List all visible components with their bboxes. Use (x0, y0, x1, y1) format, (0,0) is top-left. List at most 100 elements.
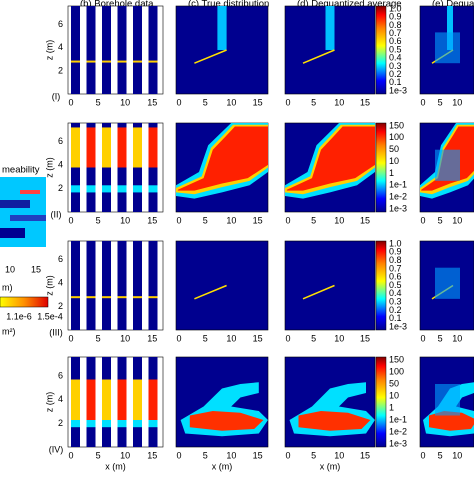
colorbar-tick-label: 0.7 (389, 263, 402, 273)
borehole-segment (102, 185, 111, 193)
background (67, 5, 164, 95)
x-tick-label: 5 (438, 333, 443, 343)
background (67, 356, 164, 448)
colorbar-tick-label: 1 (389, 168, 394, 178)
noise (435, 149, 460, 181)
colorbar-tick-label: 150 (389, 120, 404, 130)
colorbar-tick-label: 0.2 (389, 69, 402, 79)
x-tick-label: 5 (438, 450, 443, 460)
borehole-segment (102, 60, 111, 63)
noise (435, 384, 460, 416)
z-label: z (m) (44, 392, 54, 413)
streak (194, 49, 227, 64)
x-tick-label: 0 (68, 333, 73, 343)
panel (175, 240, 269, 331)
left-x-tick: 15 (31, 264, 41, 274)
x-label: x (m) (320, 461, 341, 471)
panel (419, 5, 474, 95)
streak (194, 284, 227, 300)
borehole-segment (117, 420, 127, 428)
background (67, 240, 164, 331)
colorbar-tick-label: 1e-3 (389, 438, 407, 448)
x-tick-label: 15 (253, 333, 263, 343)
row-label: (I) (52, 91, 61, 101)
colorbar (375, 240, 387, 331)
borehole-segment (133, 60, 142, 63)
row-label: (IV) (49, 444, 64, 454)
colorbar-tick-label: 10 (389, 156, 399, 166)
x-label: x (m) (212, 461, 233, 471)
borehole-segment (86, 127, 96, 168)
x-tick-label: 10 (120, 333, 130, 343)
x-label: x (m) (105, 461, 126, 471)
z-tick-label: 2 (58, 183, 63, 193)
x-tick-label: 15 (147, 97, 157, 107)
borehole (102, 6, 111, 94)
x-tick-label: 0 (285, 333, 290, 343)
borehole (71, 6, 80, 94)
colorbar-tick-label: 0.7 (389, 28, 402, 38)
z-tick-label: 4 (58, 278, 63, 288)
z-tick-label: 2 (58, 418, 63, 428)
streak (325, 6, 335, 50)
x-tick-label: 0 (68, 215, 73, 225)
background (284, 240, 376, 331)
region (286, 126, 375, 191)
colorbar-tick-label: 100 (389, 366, 404, 376)
left-bar-label: 1.1e-6 (6, 311, 32, 321)
borehole (148, 6, 158, 94)
x-tick-label: 5 (203, 333, 208, 343)
panel (284, 122, 376, 213)
panel-title: (e) Dequantized (432, 0, 474, 10)
borehole-segment (148, 60, 158, 63)
colorbar-tick-label: 1e-1 (389, 180, 407, 190)
x-tick-label: 10 (120, 215, 130, 225)
x-tick-label: 0 (176, 450, 181, 460)
borehole (117, 6, 127, 94)
colorbar-tick-label: 0.1 (389, 313, 402, 323)
colorbar-tick-label: 1 (389, 402, 394, 412)
z-label: z (m) (44, 157, 54, 178)
colorbar-tick-label: 150 (389, 354, 404, 364)
left-x-unit: m) (2, 282, 13, 292)
colorbar-tick-label: 1.0 (389, 3, 402, 13)
panel (284, 5, 376, 95)
streak (447, 6, 453, 50)
x-tick-label: 0 (420, 97, 425, 107)
x-tick-label: 5 (311, 333, 316, 343)
x-tick-label: 0 (68, 450, 73, 460)
borehole-segment (102, 127, 111, 168)
colorbar-tick-label: 0.1 (389, 77, 402, 87)
colorbar-tick-label: 1e-3 (389, 203, 407, 213)
colorbar-tick-label: 0.4 (389, 288, 402, 298)
colorbar-tick-label: 1e-3 (389, 85, 407, 95)
borehole (148, 241, 158, 330)
left-title: meability (2, 165, 40, 176)
panel (67, 122, 164, 213)
borehole-segment (102, 420, 111, 428)
x-tick-label: 10 (334, 450, 344, 460)
x-tick-label: 5 (203, 450, 208, 460)
borehole-segment (71, 379, 80, 420)
panel (284, 356, 376, 448)
z-label: z (m) (44, 275, 54, 296)
x-tick-label: 0 (420, 215, 425, 225)
borehole-segment (117, 296, 127, 299)
region (429, 411, 474, 431)
borehole-segment (148, 296, 158, 299)
panel (419, 122, 474, 213)
colorbar-tick-label: 1e-2 (389, 426, 407, 436)
borehole-segment (86, 185, 96, 193)
region (177, 126, 268, 191)
x-tick-label: 15 (360, 450, 370, 460)
noise (435, 267, 460, 299)
x-tick-label: 15 (253, 215, 263, 225)
borehole-segment (117, 379, 127, 420)
borehole-segment (86, 296, 96, 299)
panel (419, 240, 474, 331)
colorbar-tick-label: 50 (389, 378, 399, 388)
colorbar-tick-label: 1e-1 (389, 414, 407, 424)
borehole-segment (71, 296, 80, 299)
x-tick-label: 0 (420, 450, 425, 460)
